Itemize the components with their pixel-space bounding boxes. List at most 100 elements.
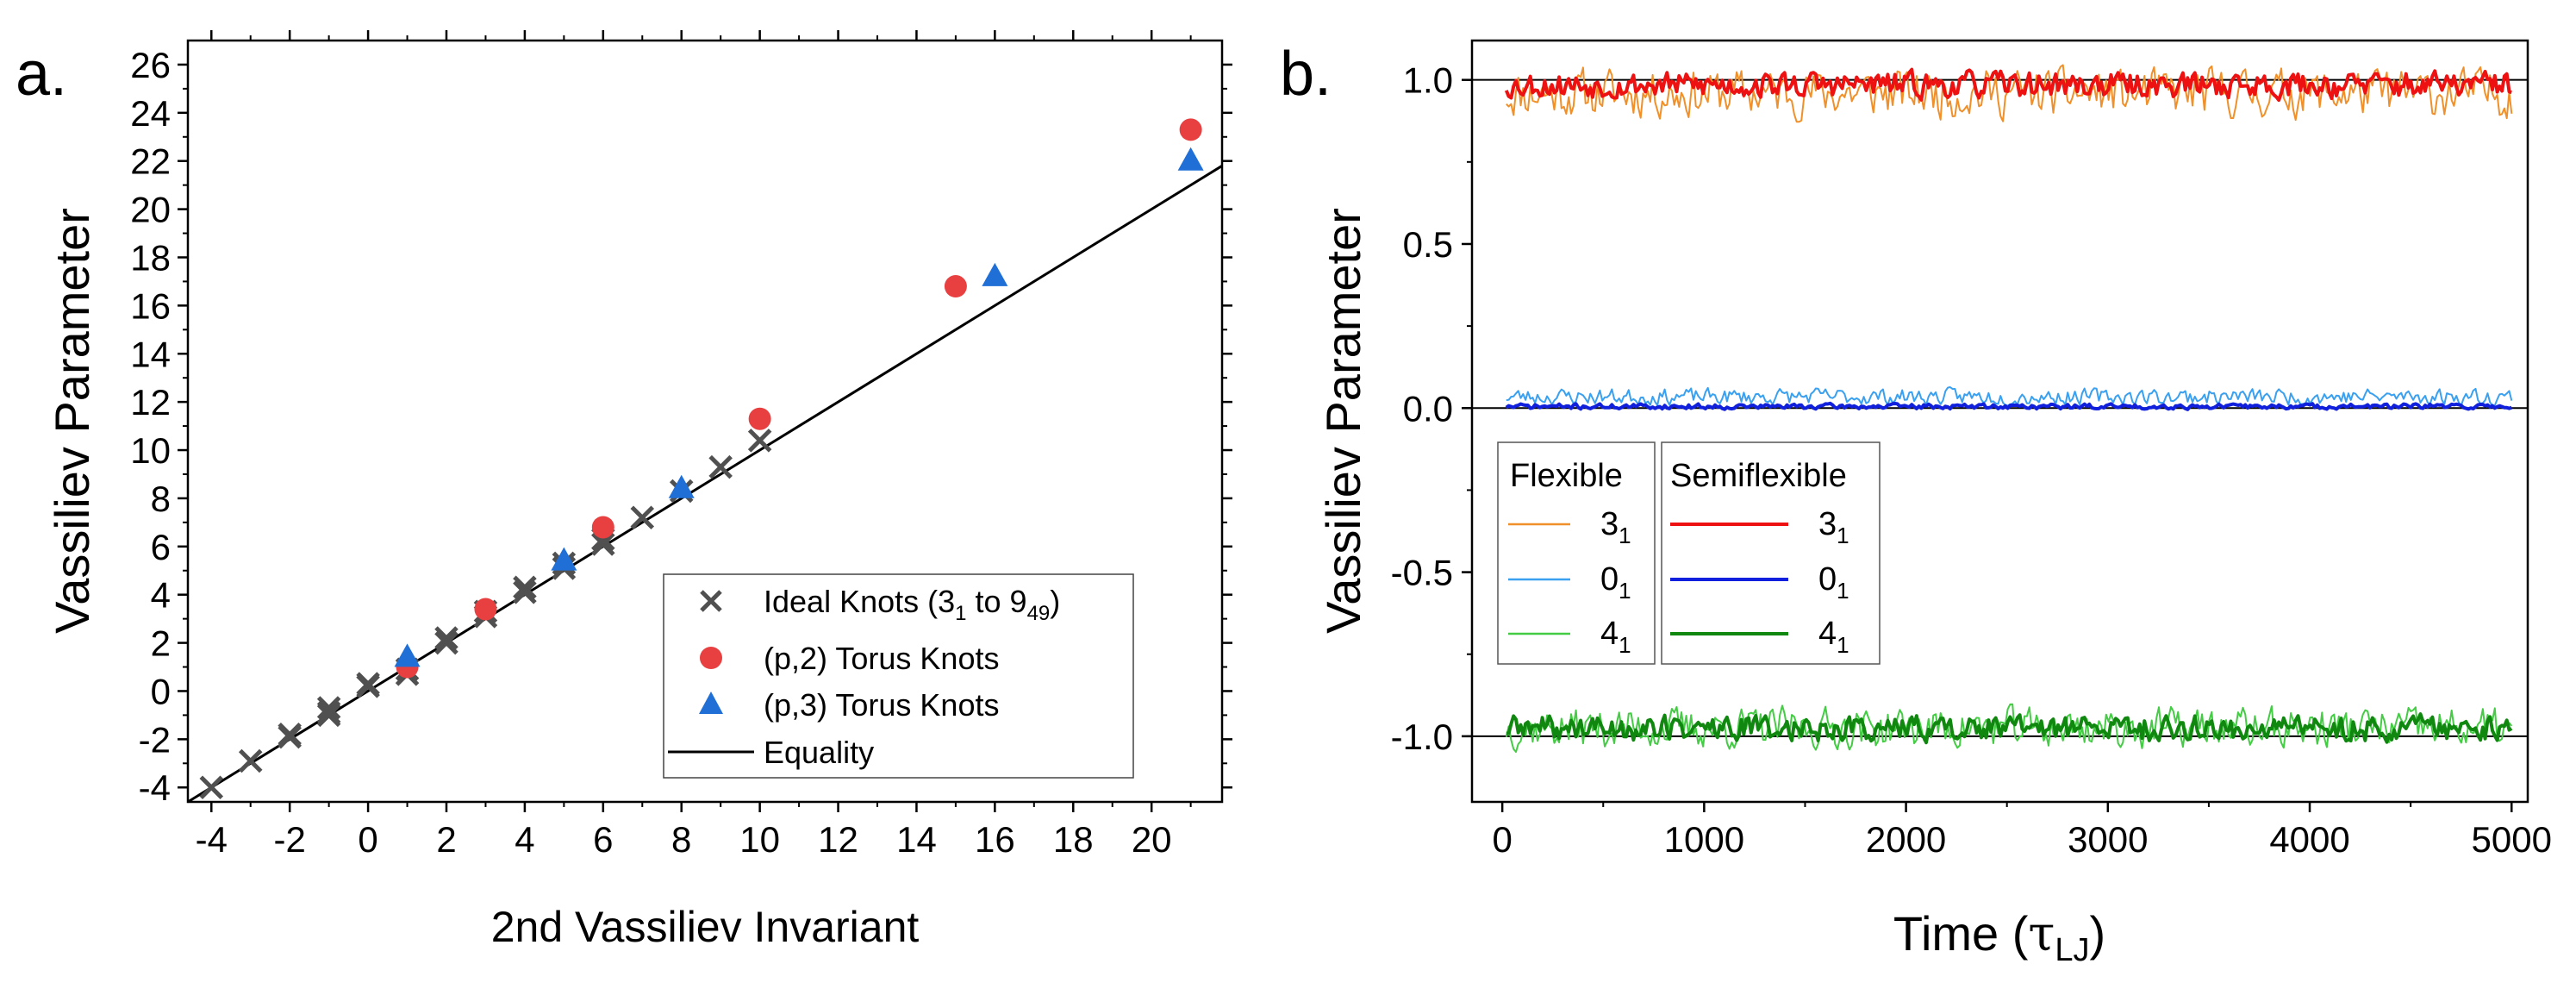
ideal-knot-point <box>238 748 263 773</box>
y-tick-label: -1.0 <box>1391 717 1453 757</box>
x-tick-label: 10 <box>739 819 780 860</box>
ideal-knot-point <box>513 575 537 600</box>
panel-a-legend-frame <box>663 573 1134 779</box>
x-tick-label: 18 <box>1053 819 1094 860</box>
legend-flex-41-sub: 1 <box>1619 632 1631 658</box>
panel-a-legend: Ideal Knots (31 to 949) (p,2) Torus Knot… <box>663 573 1134 779</box>
legend-semi-31-label: 31 <box>1818 506 1849 548</box>
legend-ideal-sub-1: 1 <box>955 602 966 625</box>
ideal-knot-point <box>278 724 302 749</box>
torus3-point <box>982 262 1008 286</box>
x-tick-label: 4 <box>515 819 534 860</box>
ideal-knot-point <box>434 630 458 655</box>
y-tick-label: 12 <box>130 382 171 423</box>
legend-semi-41-label: 41 <box>1818 616 1849 658</box>
legend-flex-01-label: 01 <box>1600 561 1631 604</box>
torus3-point <box>394 643 421 667</box>
x-tick-label: 20 <box>1132 819 1172 860</box>
y-tick-label: 16 <box>130 285 171 326</box>
ideal-knot-point <box>434 626 458 650</box>
x-tick-label: 12 <box>818 819 858 860</box>
torus3-point <box>551 547 577 571</box>
panel-b-x-axis-label: Time (τLJ) <box>1893 906 2105 968</box>
ideal-knot-point <box>591 532 615 556</box>
legend-flex-31-label: 31 <box>1600 506 1631 548</box>
y-tick-label: 8 <box>151 479 171 519</box>
y-tick-label: 0 <box>151 671 171 711</box>
x-tick-label: 3000 <box>2068 819 2148 860</box>
y-tick-label: -2 <box>139 719 171 760</box>
panel-a-plot-area <box>187 118 1223 804</box>
y-tick-label: 20 <box>130 190 171 230</box>
y-tick-label: 24 <box>130 93 171 134</box>
y-tick-label: 4 <box>151 575 171 616</box>
ideal-knot-point <box>747 429 772 453</box>
time-label-end: ) <box>2090 906 2106 961</box>
series-semiflexible-41 <box>1506 712 2513 745</box>
x-tick-label: -2 <box>274 819 306 860</box>
y-tick-label: 1.0 <box>1403 60 1453 101</box>
legend-torus3-label: (p,3) Torus Knots <box>764 687 999 723</box>
ideal-knot-point <box>199 775 224 800</box>
ideal-knot-point <box>708 454 733 479</box>
x-tick-label: 1000 <box>1664 819 1744 860</box>
y-tick-label: 10 <box>130 430 171 471</box>
legend-flexible-title: Flexible <box>1510 458 1623 494</box>
legend-flex-01-sub: 1 <box>1619 578 1631 604</box>
x-tick-label: 6 <box>593 819 613 860</box>
ideal-knot-point <box>316 703 341 728</box>
panel-b-legend: Flexible Semiflexible 31 01 41 31 01 41 <box>1497 441 1881 665</box>
y-tick-label: 2 <box>151 623 171 664</box>
legend-torus3-marker <box>699 692 723 714</box>
legend-flex-41-text: 4 <box>1600 616 1619 652</box>
legend-semiflexible-box <box>1661 441 1881 665</box>
legend-semi-01-label: 01 <box>1818 561 1849 604</box>
legend-ideal-text-1: Ideal Knots (3 <box>764 584 955 619</box>
legend-semi-41-sub: 1 <box>1837 632 1849 658</box>
y-tick-label: 0.5 <box>1403 224 1453 265</box>
series-flexible-41 <box>1505 703 2513 753</box>
y-tick-label: 0.0 <box>1403 388 1453 429</box>
legend-flex-31-text: 3 <box>1600 506 1619 542</box>
x-tick-label: 16 <box>975 819 1015 860</box>
panel-b-x-ticks: 0 1000 2000 3000 4000 5000 <box>1492 802 2552 860</box>
panel-b: 1.00.50.0-0.5-1.0 0 1000 2000 3000 4000 5000 … <box>1316 39 2552 968</box>
y-tick-label: -0.5 <box>1391 553 1453 593</box>
panel-b-frame <box>1470 39 2529 804</box>
torus2-point <box>1179 118 1202 141</box>
torus2-point <box>591 516 614 539</box>
legend-ideal-text-2: to 9 <box>967 584 1027 619</box>
torus2-point <box>944 275 967 298</box>
panel-a-x-axis-label: 2nd Vassiliev Invariant <box>491 903 920 951</box>
torus2-point <box>748 407 771 430</box>
x-tick-label: 5000 <box>2472 819 2552 860</box>
legend-torus2-marker <box>700 647 722 669</box>
legend-equality-label: Equality <box>764 735 874 770</box>
x-tick-label: 2 <box>436 819 456 860</box>
panel-a-x-ticks: -4 -2 0 2 4 6 8 10 12 14 16 18 20 <box>196 30 1192 860</box>
x-tick-label: 4000 <box>2269 819 2349 860</box>
panel-a-y-axis-label: Vassiliev Parameter <box>45 208 99 634</box>
series-semiflexible-01 <box>1505 401 2512 411</box>
x-tick-label: 2000 <box>1866 819 1946 860</box>
legend-flex-41-label: 41 <box>1600 616 1631 658</box>
y-tick-label: -4 <box>139 767 171 808</box>
panel-a-label: a. <box>16 40 67 109</box>
ideal-knot-point <box>630 505 655 530</box>
torus3-point <box>1177 147 1204 171</box>
panel-b-label: b. <box>1280 40 1332 109</box>
torus3-point <box>668 474 695 498</box>
legend-ideal-sub-2: 49 <box>1027 602 1051 625</box>
panel-b-y-ticks: 1.0 0.5 0.0 -0.5 -1.0 <box>1391 60 1472 757</box>
legend-semi-41-text: 4 <box>1818 616 1837 652</box>
x-tick-label: -4 <box>196 819 228 860</box>
legend-semi-31-sub: 1 <box>1837 523 1849 548</box>
y-tick-label: 26 <box>130 45 171 85</box>
x-tick-label: 0 <box>1492 819 1512 860</box>
y-tick-label: 6 <box>151 527 171 567</box>
panel-b-series <box>1504 64 2513 753</box>
y-tick-label: 18 <box>130 237 171 278</box>
legend-flex-01-text: 0 <box>1600 561 1619 598</box>
